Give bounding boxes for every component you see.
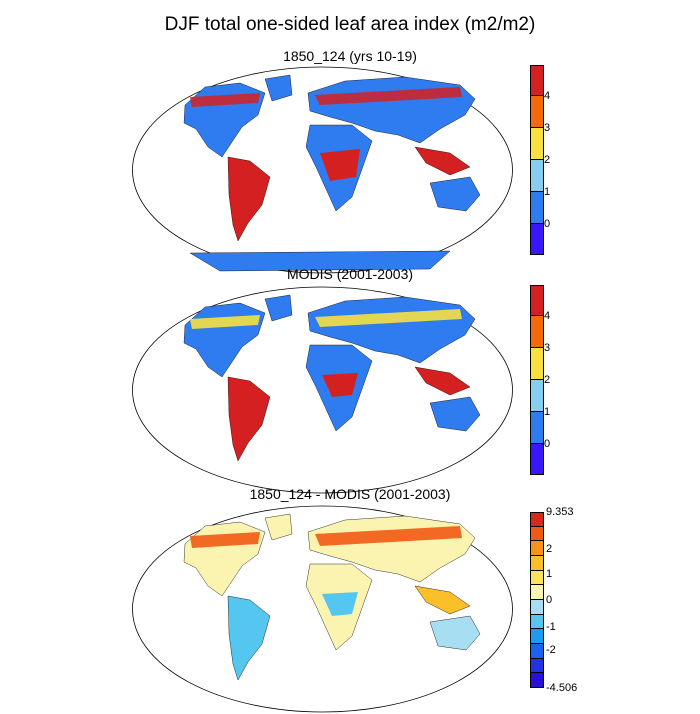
colorbar-segment (530, 512, 544, 527)
colorbar-segment (530, 644, 544, 659)
antarctica (189, 250, 451, 272)
colorbar-segment (530, 412, 544, 444)
colorbar-tick-label: 0 (544, 218, 551, 230)
colorbar-segment (530, 348, 544, 380)
panel-3-title: 1850_124 - MODIS (2001-2003) (249, 486, 451, 502)
panel-1-title: 1850_124 (yrs 10-19) (283, 48, 417, 64)
colorbar-tick-label: 2 (544, 154, 551, 166)
panel-2-title: MODIS (2001-2003) (286, 266, 414, 282)
colorbar-tick-label: 9.353 (546, 506, 574, 518)
colorbar-segment (530, 541, 544, 556)
south-america (227, 376, 271, 462)
colorbar-segment (530, 444, 544, 475)
colorbar-segment (530, 585, 544, 600)
colorbar-tick-label: 1 (546, 568, 553, 580)
colorbar-segment (530, 380, 544, 412)
south-america (227, 595, 271, 681)
colorbar-tick-label: 4 (544, 90, 551, 102)
panel-3-map (132, 505, 513, 713)
colorbar-segment (530, 570, 544, 586)
panel-3-colorbar: -4.506 -2 -1 0 1 2 9.353 (530, 506, 577, 694)
colorbar-segment (530, 629, 544, 644)
panel-1-colorbar: 0 1 2 3 4 (530, 65, 550, 255)
colorbar-tick-label: 2 (544, 374, 551, 386)
greenland (264, 74, 293, 102)
greenland (264, 294, 293, 322)
colorbar-segment (530, 224, 544, 255)
boreal-band (190, 526, 462, 548)
colorbar-tick-label: -1 (546, 621, 556, 633)
colorbar-segment (530, 192, 544, 224)
colorbar-segment (530, 65, 544, 96)
colorbar-segment (530, 160, 544, 192)
colorbar-segment (530, 556, 544, 571)
australia (429, 396, 481, 432)
colorbar-segment (530, 673, 544, 688)
colorbar-segment (530, 614, 544, 630)
colorbar-tick-label: 1 (544, 406, 551, 418)
colorbar-tick-label: 1 (544, 186, 551, 198)
land-masses (183, 294, 481, 462)
colorbar-tick-label: 0 (546, 594, 553, 606)
land-masses (183, 74, 481, 272)
boreal-band (190, 309, 462, 329)
australia (429, 176, 481, 212)
colorbar-tick-label: 3 (544, 342, 551, 354)
australia (429, 615, 481, 651)
southeast-asia (414, 146, 471, 176)
colorbar-segment (530, 96, 544, 128)
colorbar-segment (530, 658, 544, 674)
page-title: DJF total one-sided leaf area index (m2/… (164, 14, 536, 35)
africa-tropics (322, 373, 358, 397)
colorbar-tick-label: 3 (544, 122, 551, 134)
colorbar-segment (530, 600, 544, 615)
colorbar-tick-label: -4.506 (546, 682, 578, 694)
land-masses (183, 513, 481, 681)
colorbar-tick-label: 2 (546, 543, 553, 555)
colorbar-segment (530, 285, 544, 316)
africa-tropics (322, 592, 358, 616)
greenland (264, 513, 293, 541)
colorbar-segment (530, 128, 544, 160)
colorbar-segment (530, 526, 544, 542)
south-america (227, 156, 271, 242)
panel-2-colorbar: 0 1 2 3 4 (530, 285, 550, 475)
southeast-asia (414, 585, 471, 615)
colorbar-segment (530, 316, 544, 348)
boreal-band (190, 87, 462, 107)
colorbar-tick-label: 0 (544, 438, 551, 450)
colorbar-tick-label: -2 (546, 644, 556, 656)
colorbar-tick-label: 4 (544, 310, 551, 322)
africa-tropics (320, 149, 360, 181)
panel-1-map (132, 66, 513, 274)
southeast-asia (414, 366, 471, 396)
panel-2-map (132, 286, 513, 494)
